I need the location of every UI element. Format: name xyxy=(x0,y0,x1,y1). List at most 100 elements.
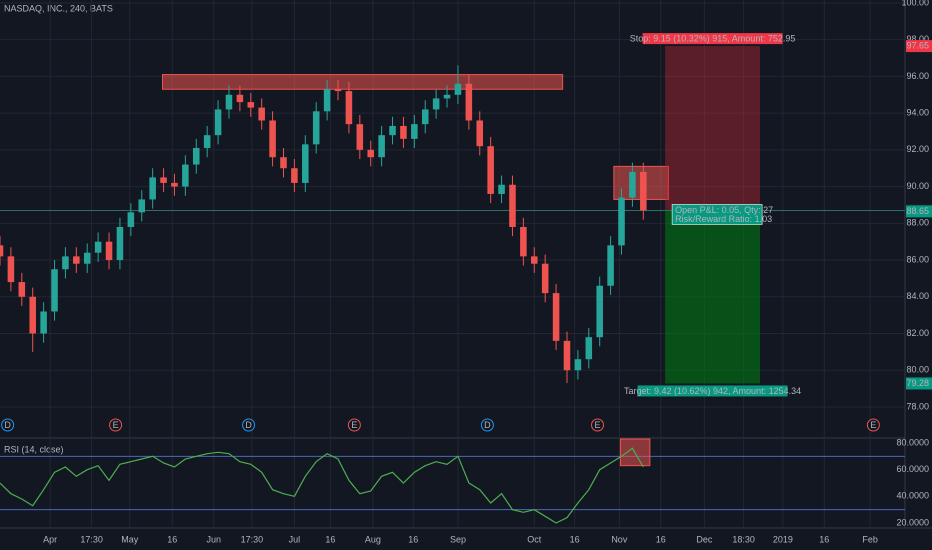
event-label: E xyxy=(351,420,357,430)
candle-body xyxy=(94,241,102,253)
y-tick-label: 88.00 xyxy=(906,218,929,228)
x-tick-label: 16 xyxy=(408,534,418,544)
x-tick-label: 18:30 xyxy=(732,534,755,544)
x-tick-label: Dec xyxy=(696,534,713,544)
target-price-tag-box xyxy=(906,377,932,390)
stop-price-tag: 97.65 xyxy=(906,40,929,50)
candle-body xyxy=(541,263,549,294)
x-tick-label: Jul xyxy=(289,534,301,544)
candle-body xyxy=(607,245,614,286)
candle-body xyxy=(18,282,26,297)
x-tick-label: Sep xyxy=(450,534,466,544)
x-tick-label: 16 xyxy=(570,534,580,544)
candle-body xyxy=(531,256,538,264)
x-tick-label: Aug xyxy=(365,534,381,544)
candle-body xyxy=(454,83,462,95)
y-tick-label: 82.00 xyxy=(906,328,929,338)
x-tick-label: 17:30 xyxy=(80,534,103,544)
candle-body xyxy=(400,125,407,139)
last-price-tag-box xyxy=(906,205,932,218)
candle-body xyxy=(389,125,396,136)
candle-body xyxy=(236,94,244,103)
candle-body xyxy=(465,83,473,121)
y-tick-label: 94.00 xyxy=(906,108,929,118)
pnl-label: Open P&L: 0.05, Qty: 27 xyxy=(675,205,773,215)
event-marker xyxy=(242,418,256,432)
candle-body xyxy=(596,285,603,338)
event-marker xyxy=(347,418,361,432)
stop-label: Stop: 9.15 (10.32%) 915, Amount: 752.95 xyxy=(630,33,796,43)
y-tick-label: 98.00 xyxy=(906,34,929,44)
y-tick-label: 78.00 xyxy=(906,401,929,411)
chart-title: NASDAQ, INC., 240, BATS xyxy=(4,3,113,13)
candle-body xyxy=(182,164,189,187)
y-tick-label: 100.00 xyxy=(901,0,929,7)
event-label: E xyxy=(870,420,876,430)
x-tick-label: 16 xyxy=(819,534,829,544)
candle-body xyxy=(378,135,385,158)
event-marker xyxy=(591,418,605,432)
candle-body xyxy=(291,168,298,183)
candle-body xyxy=(258,107,265,121)
candle-body xyxy=(127,212,135,227)
candle-body xyxy=(105,241,113,261)
x-tick-label: Apr xyxy=(43,534,57,544)
pnl-box xyxy=(671,204,763,225)
rsi-line xyxy=(0,447,644,524)
candle-body xyxy=(640,171,647,211)
candle-body xyxy=(29,296,36,334)
candle-body xyxy=(498,184,505,194)
candle-body xyxy=(345,91,353,125)
candle-body xyxy=(367,149,374,158)
candle-body xyxy=(51,269,58,312)
candle-body xyxy=(629,171,636,198)
x-tick-label: Nov xyxy=(611,534,628,544)
candle-body xyxy=(476,120,484,147)
last-price-tag: 88.65 xyxy=(906,206,929,216)
y-tick-label: 90.00 xyxy=(906,181,929,191)
event-label: D xyxy=(4,420,11,430)
x-tick-label: May xyxy=(121,534,139,544)
event-label: E xyxy=(595,420,601,430)
target-label-box xyxy=(637,385,788,397)
event-label: E xyxy=(113,420,119,430)
candle-body xyxy=(323,89,331,112)
x-tick-label: 17:30 xyxy=(241,534,264,544)
candle-body xyxy=(62,256,69,270)
x-tick-label: 2019 xyxy=(773,534,793,544)
rsi-tick-label: 20.0000 xyxy=(896,517,929,527)
x-tick-label: 16 xyxy=(656,534,666,544)
rr-label: Risk/Reward Ratio: 1.03 xyxy=(675,214,772,224)
candle-body xyxy=(302,144,309,183)
candle-body xyxy=(356,124,364,150)
candle-body xyxy=(7,256,15,283)
x-tick-label: Feb xyxy=(862,534,878,544)
rsi-zone xyxy=(619,438,651,467)
candle-body xyxy=(312,111,320,145)
event-marker xyxy=(866,418,880,432)
candle-body xyxy=(116,226,124,261)
candle-body xyxy=(214,109,222,136)
candle-body xyxy=(247,102,255,108)
rsi-tick-label: 80.0000 xyxy=(896,437,929,447)
stop-price-tag-box xyxy=(906,40,932,53)
candle-body xyxy=(269,120,276,158)
event-label: D xyxy=(245,420,252,430)
candle-body xyxy=(160,177,167,183)
candle-body xyxy=(432,98,440,110)
candle-body xyxy=(618,197,625,246)
x-tick-label: 16 xyxy=(325,534,335,544)
candle-body xyxy=(509,184,516,227)
event-marker xyxy=(109,418,123,432)
stop-label-box xyxy=(642,33,783,45)
event-marker xyxy=(480,418,494,432)
candle-body xyxy=(552,293,560,341)
candle-body xyxy=(574,359,582,371)
candle-body xyxy=(421,109,429,125)
candle-body xyxy=(40,311,47,334)
candle-body xyxy=(585,337,593,360)
candle-body xyxy=(149,177,156,200)
candle-body xyxy=(334,89,342,92)
y-tick-label: 80.00 xyxy=(906,365,929,375)
